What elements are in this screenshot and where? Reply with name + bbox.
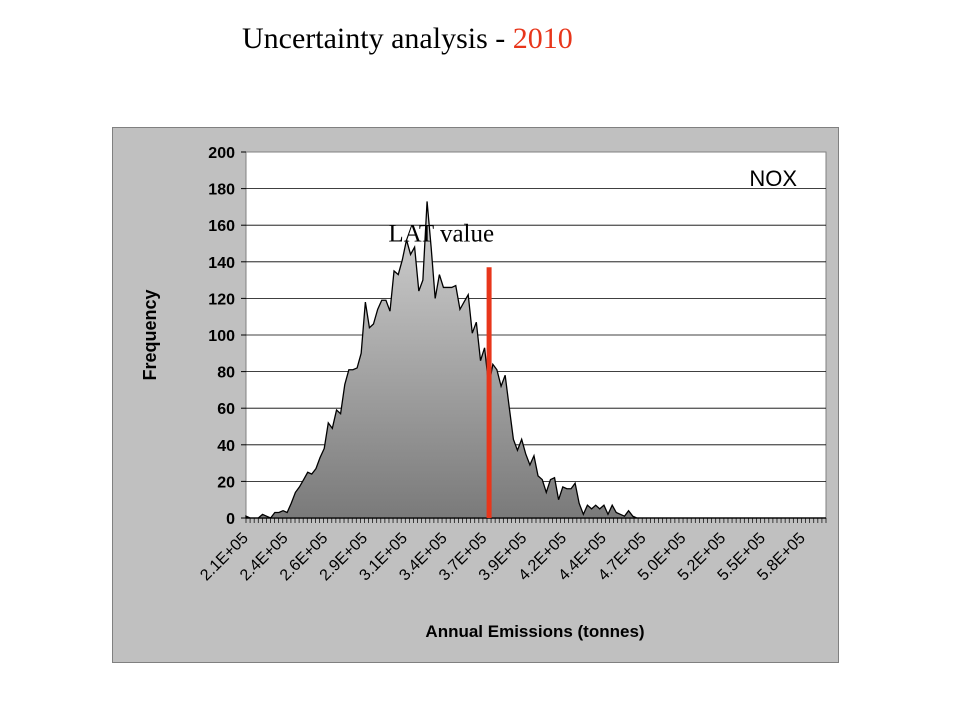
y-tick-label: 120 bbox=[208, 291, 235, 308]
y-tick-label: 180 bbox=[208, 182, 235, 199]
slide-title-year: 2010 bbox=[512, 22, 573, 55]
emissions-histogram-chart: 0 20 40 60 80 100 120 140 160 180 200 LAT value NO… bbox=[140, 145, 827, 641]
x-tick-labels: 2.1E+052.4E+052.6E+052.9E+053.1E+053.4E+… bbox=[197, 530, 809, 585]
y-tick-label: 140 bbox=[208, 255, 235, 272]
y-axis-ticks: 0 20 40 60 80 100 120 140 160 180 200 bbox=[208, 145, 246, 528]
x-axis-label: Annual Emissions (tonnes) bbox=[425, 622, 644, 641]
slide-title: Uncertainty analysis - 2010 bbox=[242, 22, 573, 56]
lat-value-label: LAT value bbox=[388, 220, 494, 247]
y-tick-label: 40 bbox=[217, 438, 235, 455]
x-axis-ticks bbox=[245, 517, 827, 523]
slide-title-prefix: Uncertainty analysis - bbox=[242, 22, 513, 55]
y-tick-label: 20 bbox=[217, 474, 235, 491]
y-tick-label: 60 bbox=[217, 401, 235, 418]
y-tick-label: 80 bbox=[217, 365, 235, 382]
frequency-area-series bbox=[245, 201, 826, 519]
y-tick-label: 100 bbox=[208, 328, 235, 345]
chart-title: NOX bbox=[749, 166, 797, 191]
y-axis-label: Frequency bbox=[140, 289, 160, 380]
chart-frame: 0 20 40 60 80 100 120 140 160 180 200 LAT value NO… bbox=[112, 127, 839, 663]
y-tick-label: 160 bbox=[208, 218, 235, 235]
y-tick-label: 0 bbox=[226, 511, 235, 528]
y-tick-label: 200 bbox=[208, 145, 235, 162]
